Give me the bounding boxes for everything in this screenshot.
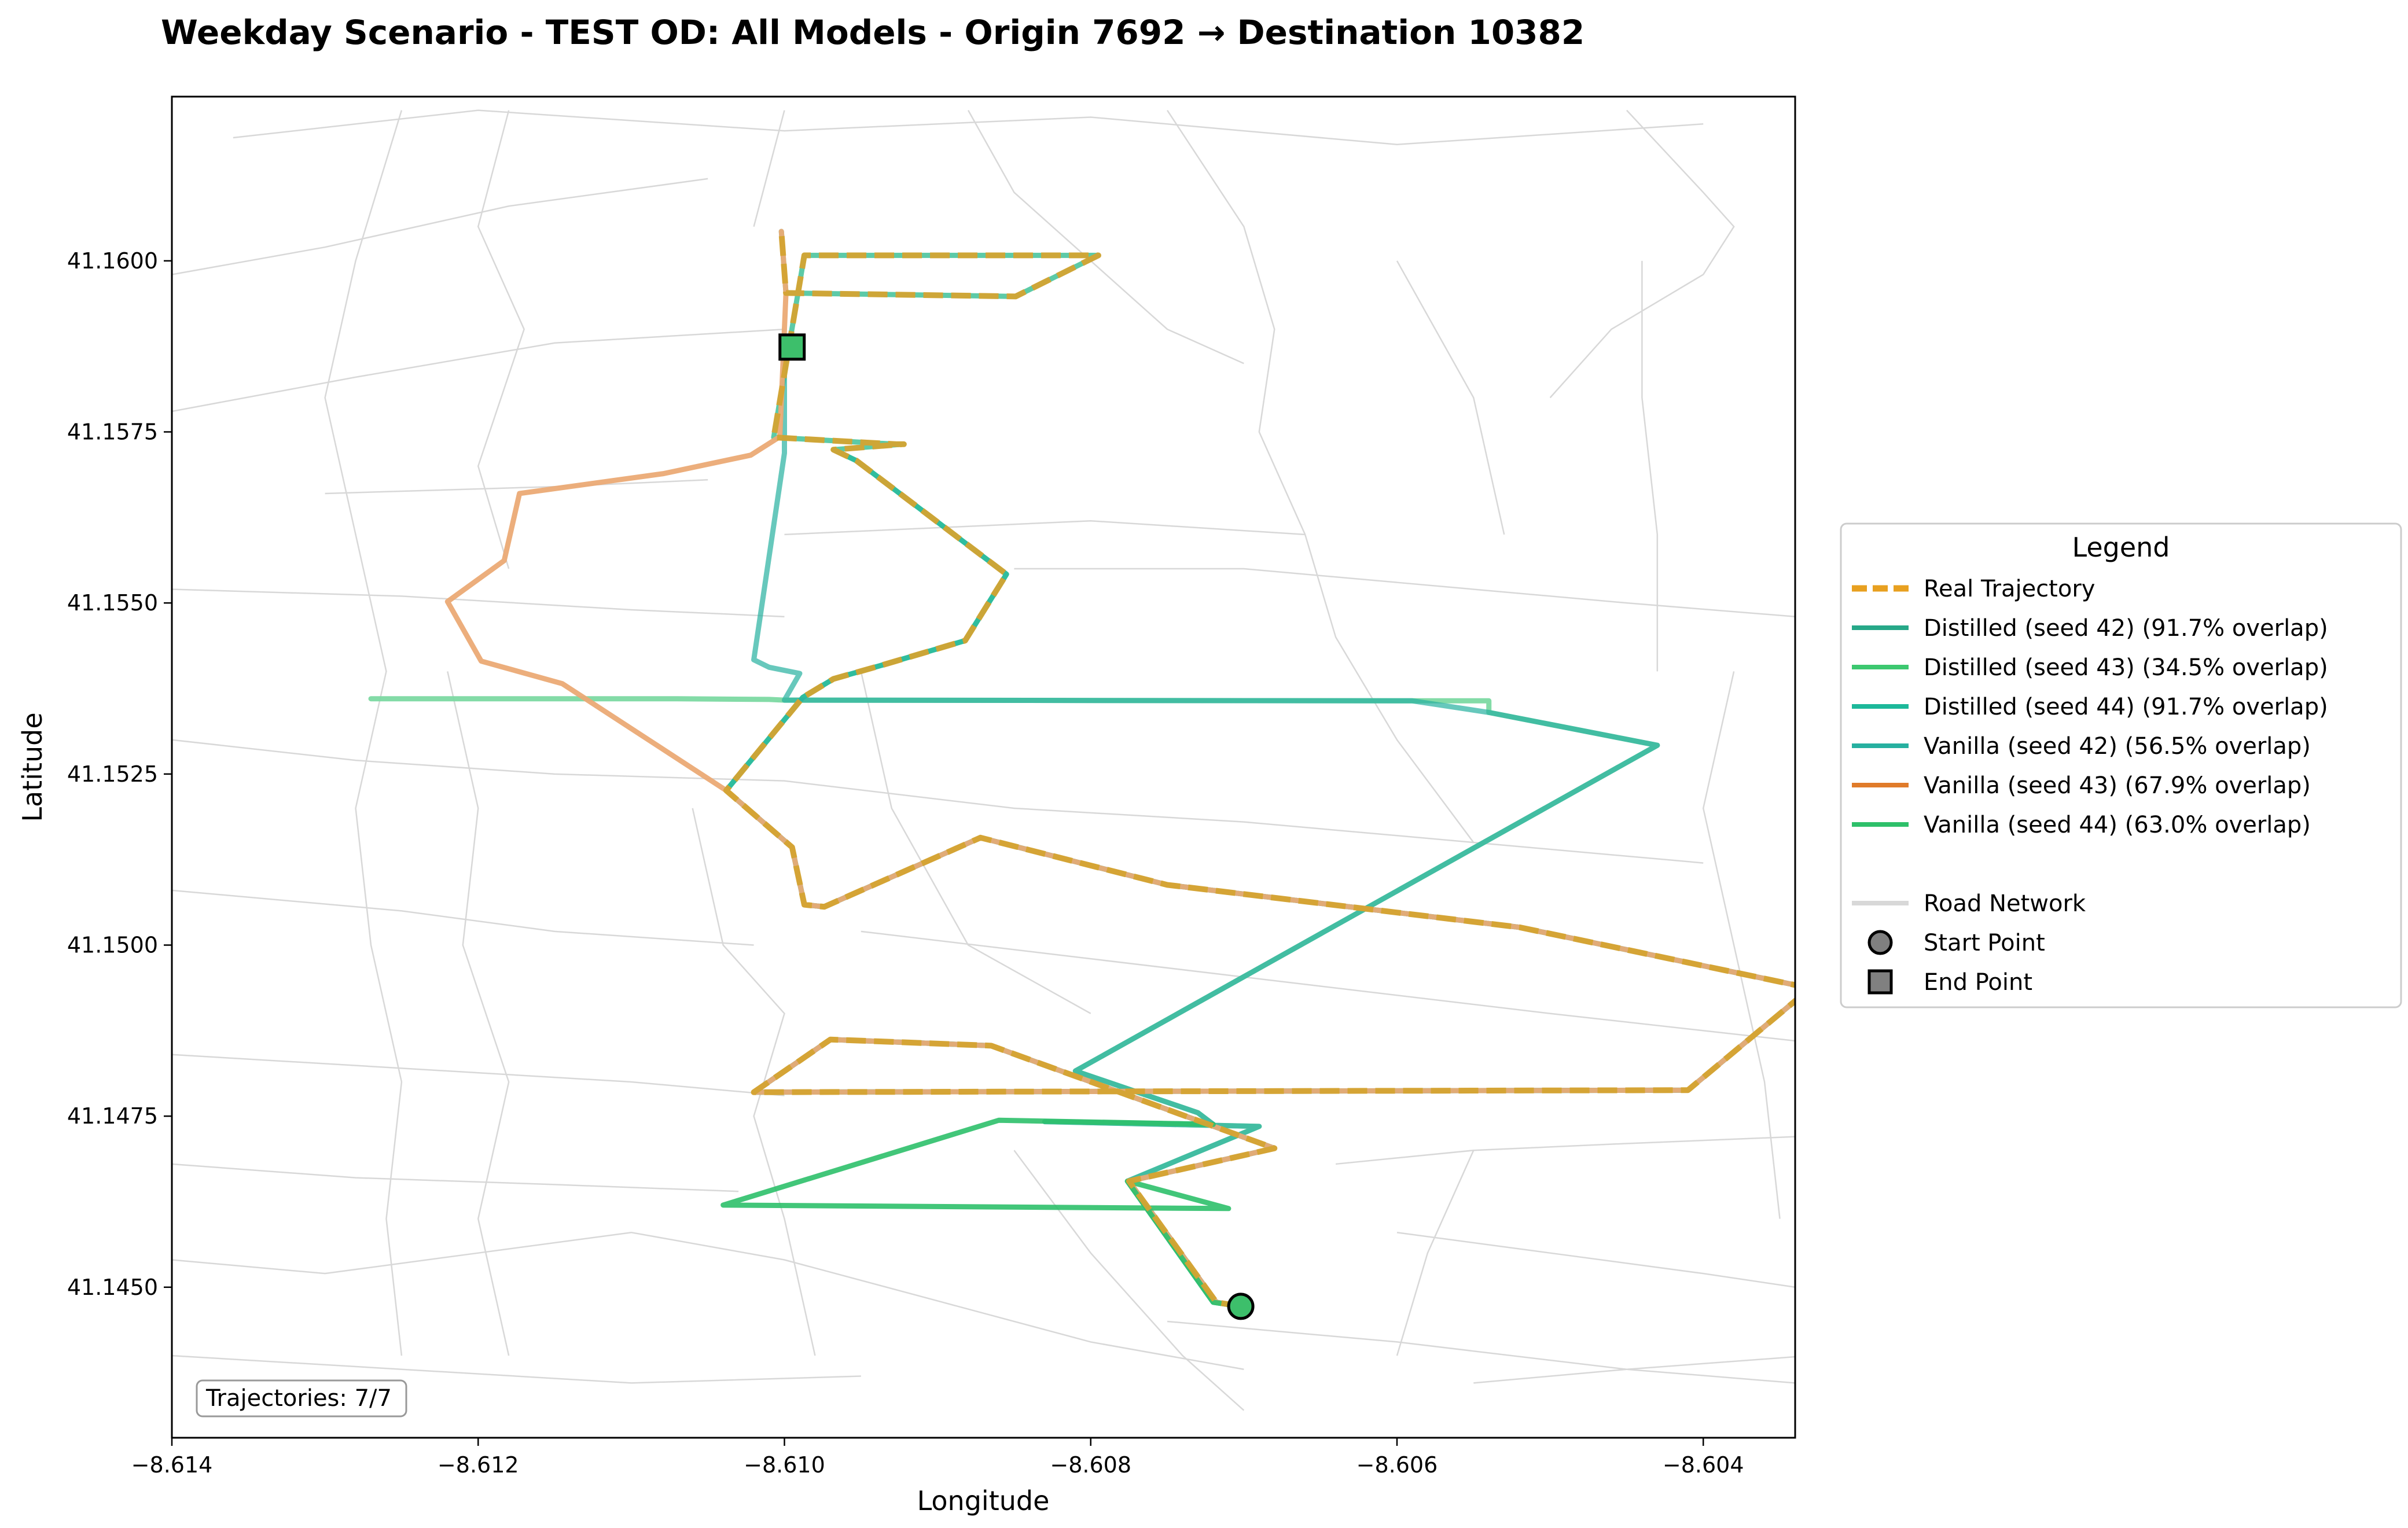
end-point-marker [778, 333, 806, 361]
y-tick-label: 41.1575 [67, 419, 158, 445]
road-segment [1167, 1320, 1795, 1384]
road-segment [753, 110, 785, 227]
road-segment [233, 109, 1704, 146]
legend-swatch [1867, 969, 1893, 995]
road-segment [447, 671, 510, 1356]
x-tick-label: −8.612 [438, 1452, 519, 1478]
road-network [172, 109, 1795, 1411]
legend-label: Real Trajectory [1924, 576, 2095, 602]
y-tick-label: 41.1475 [67, 1103, 158, 1129]
legend-label: Road Network [1924, 890, 2086, 917]
legend-label: Distilled (seed 43) (34.5% overlap) [1924, 654, 2328, 681]
legend-label: Distilled (seed 44) (91.7% overlap) [1924, 694, 2328, 720]
road-segment [172, 1054, 785, 1096]
road-segment [325, 479, 708, 495]
road-segment [172, 889, 754, 946]
series-line-distilled-seed-43-34-5-overlap [368, 696, 1660, 1309]
road-segment [172, 1231, 1244, 1370]
legend-label: Vanilla (seed 44) (63.0% overlap) [1924, 812, 2311, 838]
y-tick-label: 41.1550 [67, 590, 158, 616]
y-axis-label: Latitude [17, 712, 48, 822]
annotation-text: Trajectories: 7/7 [205, 1385, 392, 1412]
legend-label: Distilled (seed 42) (91.7% overlap) [1924, 615, 2328, 642]
y-axis-ticks: 41.1450 41.1475 41.1500 41.1525 41.1550 41.15… [67, 248, 172, 1300]
legend-items: Real Trajectory Distilled (seed 42) (91.7… [1852, 576, 2328, 996]
road-segment [1702, 671, 1781, 1219]
trajectory-series [368, 229, 1795, 1309]
road-segment [172, 1354, 861, 1384]
road-segment [692, 808, 816, 1356]
chart-title: Weekday Scenario - TEST OD: All Models -… [161, 13, 1584, 52]
y-tick-label: 41.1500 [67, 932, 158, 958]
road-segment [1013, 1150, 1245, 1411]
y-tick-label: 41.1600 [67, 248, 158, 274]
road-segment [1014, 568, 1795, 618]
road-segment [172, 588, 785, 618]
road-segment [1396, 1150, 1475, 1356]
legend-swatch [1867, 930, 1893, 955]
road-segment [784, 520, 1306, 536]
y-tick-label: 41.1450 [67, 1275, 158, 1300]
legend-label: Vanilla (seed 42) (56.5% overlap) [1924, 733, 2311, 760]
x-tick-label: −8.610 [744, 1452, 825, 1478]
legend: Legend Real Trajectory Distilled (seed 42… [1840, 522, 2402, 1008]
endpoint-markers [778, 333, 1255, 1320]
trajectory-count-annotation: Trajectories: 7/7 [196, 1379, 407, 1417]
series-line-real-trajectory [723, 231, 1795, 1309]
road-segment [172, 739, 1704, 864]
road-segment [1167, 109, 1475, 843]
road-segment [477, 110, 525, 569]
road-segment [172, 178, 708, 275]
x-tick-label: −8.614 [131, 1452, 213, 1478]
legend-label: Start Point [1924, 930, 2045, 956]
road-segment [172, 328, 785, 413]
road-segment [324, 110, 403, 1356]
annotation-box [196, 1379, 407, 1417]
road-segment [1473, 1356, 1795, 1384]
series-line-vanilla-seed-44-63-0-overlap [720, 1117, 1244, 1309]
road-segment [1396, 1231, 1795, 1288]
road-segment [860, 671, 1091, 1014]
x-tick-label: −8.606 [1356, 1452, 1438, 1478]
plot-frame [171, 95, 1796, 1439]
road-segment [1336, 1136, 1795, 1165]
x-tick-label: −8.604 [1663, 1452, 1744, 1478]
road-segment [1396, 260, 1505, 535]
y-tick-label: 41.1525 [67, 761, 158, 787]
legend-frame [1840, 522, 2402, 1008]
legend-title: Legend [2072, 532, 2170, 563]
legend-label: Vanilla (seed 43) (67.9% overlap) [1924, 772, 2311, 799]
x-axis-label: Longitude [917, 1485, 1050, 1516]
x-tick-label: −8.608 [1050, 1452, 1131, 1478]
road-segment [1549, 109, 1735, 399]
legend-label: End Point [1924, 969, 2032, 996]
series-line-vanilla-seed-42-56-5-overlap [751, 344, 1660, 1309]
road-segment [967, 110, 1244, 364]
road-segment [172, 1163, 739, 1192]
start-point-marker [1227, 1293, 1255, 1320]
road-segment [1641, 260, 1659, 672]
x-axis-ticks: −8.614 −8.612 −8.610 −8.608 −8.606 −8.604 [131, 1438, 1744, 1478]
road-segment [861, 930, 1795, 1042]
